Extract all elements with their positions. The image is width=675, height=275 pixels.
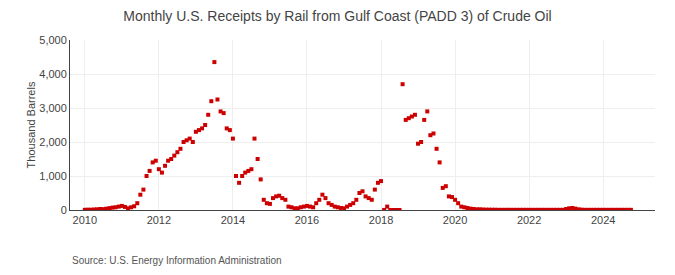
svg-text:2014: 2014 xyxy=(221,214,245,226)
svg-text:2012: 2012 xyxy=(147,214,171,226)
svg-text:4,000: 4,000 xyxy=(39,68,67,80)
svg-text:5,000: 5,000 xyxy=(39,34,67,46)
svg-text:2022: 2022 xyxy=(517,214,541,226)
svg-text:Monthly U.S. Receipts by Rail: Monthly U.S. Receipts by Rail from Gulf … xyxy=(123,8,551,24)
svg-text:2020: 2020 xyxy=(443,214,467,226)
svg-text:2024: 2024 xyxy=(591,214,615,226)
svg-text:2010: 2010 xyxy=(73,214,97,226)
svg-text:2018: 2018 xyxy=(369,214,393,226)
svg-text:2016: 2016 xyxy=(295,214,319,226)
svg-text:3,000: 3,000 xyxy=(39,102,67,114)
svg-text:Source: U.S. Energy Informatio: Source: U.S. Energy Information Administ… xyxy=(72,255,282,266)
svg-text:Thousand Barrels: Thousand Barrels xyxy=(25,81,37,168)
svg-text:2,000: 2,000 xyxy=(39,136,67,148)
svg-text:1,000: 1,000 xyxy=(39,170,67,182)
svg-text:0: 0 xyxy=(61,204,67,216)
